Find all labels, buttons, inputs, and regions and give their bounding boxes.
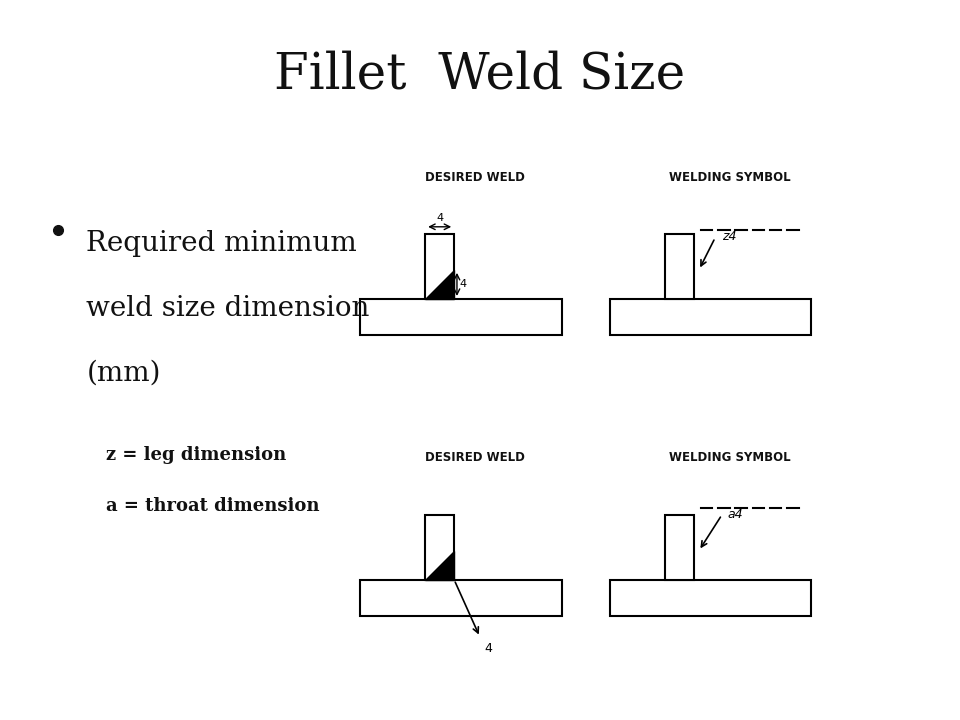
Text: WELDING SYMBOL: WELDING SYMBOL [669,171,790,184]
Polygon shape [425,551,454,580]
Text: DESIRED WELD: DESIRED WELD [425,451,525,464]
Text: a = throat dimension: a = throat dimension [106,497,319,515]
Text: a4: a4 [728,508,743,521]
Text: (mm): (mm) [86,360,161,387]
Bar [665,515,694,580]
Text: Required minimum: Required minimum [86,230,357,258]
Bar [360,580,562,616]
Text: z4: z4 [722,230,736,243]
Text: 4: 4 [485,642,492,655]
Text: z = leg dimension: z = leg dimension [106,446,286,464]
Bar [425,234,454,299]
Text: DESIRED WELD: DESIRED WELD [425,171,525,184]
Text: 4: 4 [460,279,467,289]
Bar [610,299,811,335]
Text: Fillet  Weld Size: Fillet Weld Size [275,50,685,100]
Bar [665,234,694,299]
Text: weld size dimension: weld size dimension [86,295,370,323]
Polygon shape [425,270,454,299]
Text: 4: 4 [436,213,444,223]
Bar [610,580,811,616]
Text: WELDING SYMBOL: WELDING SYMBOL [669,451,790,464]
Bar [360,299,562,335]
Bar [425,515,454,580]
